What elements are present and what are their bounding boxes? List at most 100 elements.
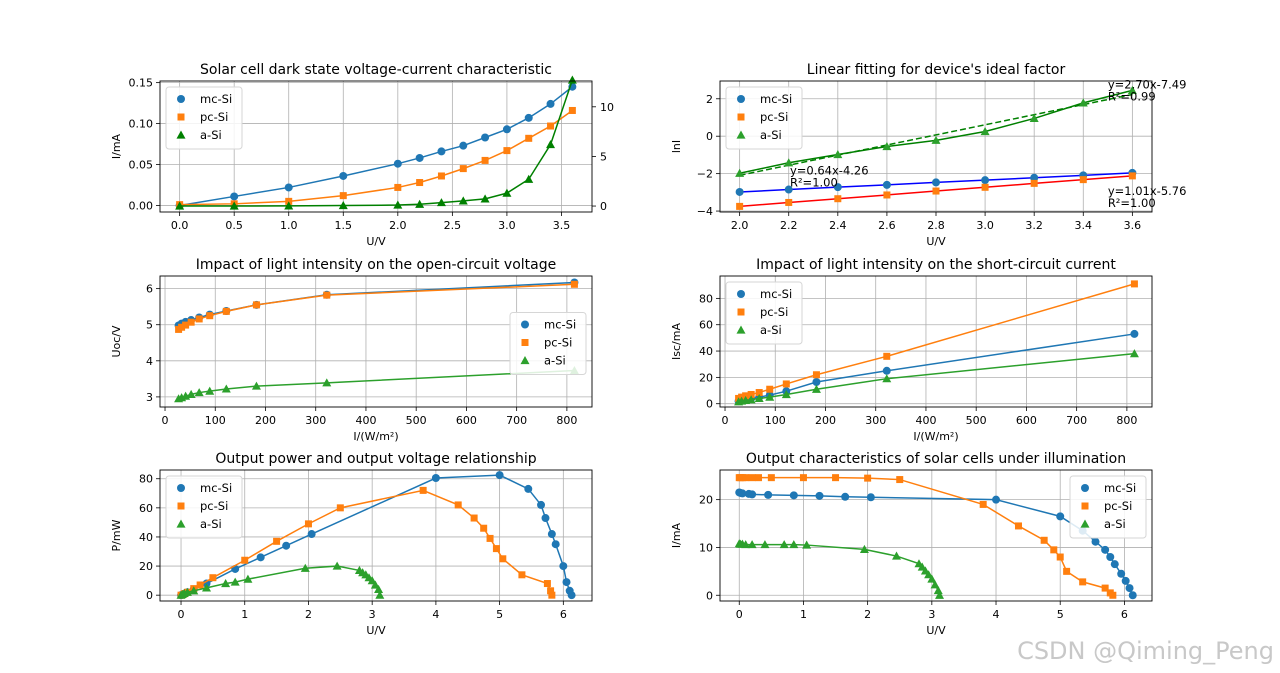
- data-point: [741, 540, 751, 549]
- x-tick-label: 2.2: [780, 219, 798, 232]
- legend-marker: [520, 356, 530, 365]
- data-point: [547, 122, 555, 130]
- y-axis-label: I/mA: [670, 522, 683, 548]
- x-tick-label: 600: [456, 414, 477, 427]
- data-point: [186, 389, 196, 398]
- x-tick-label: 700: [1066, 414, 1087, 427]
- y-tick-label: 20: [699, 494, 713, 507]
- data-point: [882, 142, 892, 151]
- data-point: [748, 474, 756, 482]
- fit-equation: y=1.01x-5.76: [1108, 184, 1187, 198]
- y-tick-label: 60: [699, 319, 713, 332]
- data-point: [767, 474, 775, 482]
- x-tick-label: 0: [736, 608, 743, 621]
- legend-marker: [1080, 519, 1090, 528]
- chart-iv: Output characteristics of solar cells un…: [670, 451, 1153, 637]
- data-point: [1091, 537, 1100, 546]
- legend-marker: [737, 308, 745, 316]
- y-axis-label: lnI: [670, 140, 683, 153]
- legend-label: mc-Si: [1104, 481, 1136, 495]
- data-point: [339, 192, 347, 200]
- y-axis-label: P/mW: [110, 519, 123, 551]
- y-tick-label: 80: [699, 292, 713, 305]
- chart-voc: Impact of light intensity on the open-ci…: [110, 257, 593, 443]
- data-point: [480, 194, 490, 203]
- legend-label: mc-Si: [200, 481, 232, 495]
- data-point: [932, 178, 940, 187]
- axes-frame: [719, 275, 1153, 408]
- legend-marker: [177, 95, 185, 103]
- x-tick-label: 3.6: [1124, 219, 1142, 232]
- legend-label: a-Si: [200, 128, 222, 142]
- data-point: [486, 534, 494, 542]
- data-point: [1106, 553, 1115, 562]
- data-point: [495, 471, 504, 480]
- data-point: [1101, 545, 1110, 554]
- x-tick-label: 3.0: [498, 219, 516, 232]
- series-pc-si: [736, 172, 1136, 210]
- data-point: [784, 185, 793, 194]
- data-point: [454, 501, 462, 509]
- legend: mc-Si pc-Si a-Si: [1069, 475, 1147, 539]
- data-point: [502, 188, 512, 197]
- data-point: [205, 386, 215, 395]
- data-point: [833, 183, 842, 192]
- legend-marker: [177, 113, 185, 121]
- data-point: [935, 590, 945, 599]
- data-point: [393, 200, 403, 209]
- data-point: [785, 198, 793, 206]
- data-point: [742, 474, 750, 482]
- data-point: [551, 540, 560, 549]
- x-tick-label: 3.5: [553, 219, 571, 232]
- y-tick-label: 6: [146, 283, 153, 296]
- data-point: [230, 577, 240, 586]
- data-point: [241, 556, 249, 564]
- x-tick-label: 2.0: [731, 219, 749, 232]
- data-point: [883, 191, 891, 199]
- data-point: [799, 474, 807, 482]
- chart-power: Output power and output voltage relation…: [110, 451, 593, 637]
- y-tick-label: 40: [699, 345, 713, 358]
- data-point: [735, 168, 745, 177]
- data-point: [766, 385, 774, 393]
- data-point: [811, 384, 821, 393]
- data-point: [546, 140, 556, 149]
- legend-frame: [725, 86, 803, 150]
- data-point: [437, 172, 445, 180]
- x-tick-label: 2.8: [927, 219, 945, 232]
- data-point: [546, 99, 555, 108]
- y-tick-label: 0: [706, 398, 713, 411]
- data-point: [1079, 578, 1087, 586]
- legend: mc-Si pc-Si a-Si: [725, 281, 803, 345]
- data-point: [339, 171, 348, 180]
- data-point: [323, 291, 331, 299]
- y-tick-label: −2: [697, 168, 713, 181]
- data-point: [735, 187, 744, 196]
- data-point: [755, 474, 763, 482]
- legend-marker: [737, 95, 745, 103]
- series-a-si: [735, 85, 1137, 177]
- x-tick-label: 6: [560, 608, 567, 621]
- x-tick-label: 2.5: [444, 219, 462, 232]
- data-point: [374, 584, 384, 593]
- y-tick-label: 20: [699, 371, 713, 384]
- data-point: [812, 371, 820, 379]
- data-point: [815, 491, 824, 500]
- y-tick-label: 60: [139, 502, 153, 515]
- data-point: [932, 187, 940, 195]
- x-axis-label: I/(W/m²): [913, 430, 958, 443]
- y-tick-label: 0.10: [129, 118, 154, 131]
- y-tick-label: 0: [146, 589, 153, 602]
- chart-title: Output characteristics of solar cells un…: [746, 451, 1126, 467]
- data-point: [194, 388, 204, 397]
- data-point: [543, 580, 551, 588]
- data-point: [375, 590, 385, 599]
- legend-marker: [177, 484, 185, 492]
- data-point: [567, 591, 576, 600]
- data-point: [981, 176, 990, 185]
- data-point: [789, 491, 798, 500]
- x-tick-label: 200: [815, 414, 836, 427]
- data-point: [547, 530, 556, 539]
- legend-marker: [736, 325, 746, 334]
